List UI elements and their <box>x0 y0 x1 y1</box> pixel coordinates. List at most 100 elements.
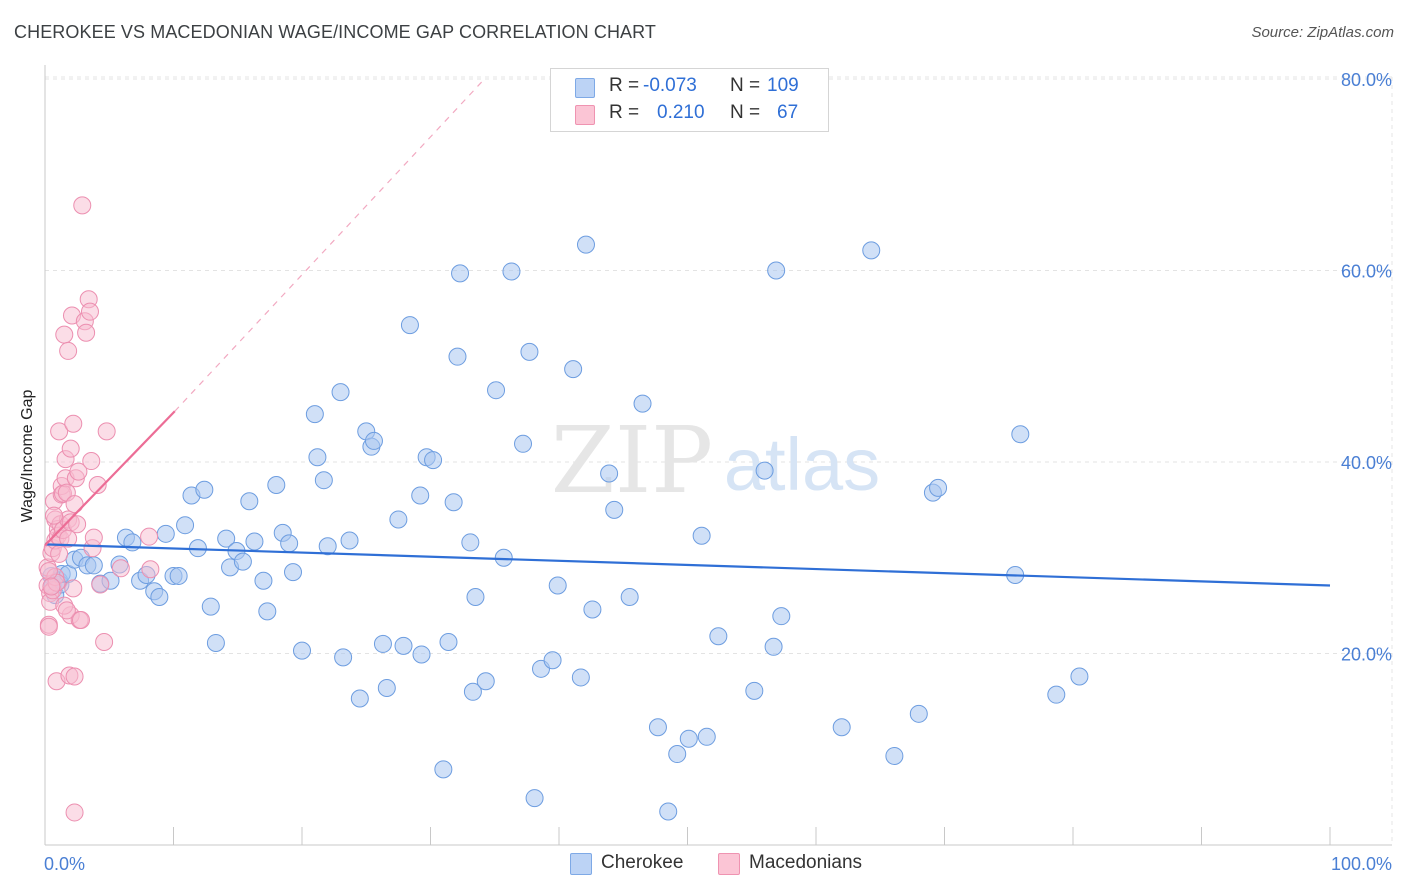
cherokee-point <box>217 529 236 548</box>
cherokee-point <box>308 448 327 467</box>
cherokee-point <box>543 651 562 670</box>
macedonian-point <box>65 667 84 686</box>
cherokee-point <box>692 526 711 545</box>
cherokee-point <box>466 588 485 607</box>
cherokee-point <box>476 672 495 691</box>
cherokee-point <box>377 678 396 697</box>
cherokee-point <box>245 532 264 551</box>
macedonian-point <box>69 462 88 481</box>
x-tick-label-max: 100.0% <box>1331 854 1392 874</box>
bottom-legend-swatch-macedonians <box>718 853 740 875</box>
macedonian-point <box>65 495 84 514</box>
cherokee-point <box>314 471 333 490</box>
source-credit: Source: ZipAtlas.com <box>1251 24 1394 41</box>
cherokee-point <box>424 451 443 470</box>
macedonian-point <box>140 527 159 546</box>
cherokee-point <box>169 566 188 585</box>
legend-r-value-cherokee: -0.073 <box>643 75 697 96</box>
cherokee-point <box>284 563 303 582</box>
cherokee-point <box>862 241 881 260</box>
macedonian-point <box>39 562 58 581</box>
macedonian-point <box>141 560 160 579</box>
cherokee-point <box>233 552 252 571</box>
cherokee-point <box>195 480 214 499</box>
legend-r-value-macedonians: 0.210 <box>657 102 705 123</box>
cherokee-point <box>463 682 482 701</box>
macedonian-point <box>82 452 101 471</box>
cherokee-point <box>605 500 624 519</box>
correlation-legend: R = -0.073 N = 109 R = 0.210 N = 67 <box>550 68 829 132</box>
cherokee-point <box>451 264 470 283</box>
cherokee-trend-line <box>44 543 1331 587</box>
cherokee-point <box>1011 425 1030 444</box>
macedonian-point <box>64 579 83 598</box>
cherokee-points <box>42 235 1089 821</box>
cherokee-point <box>772 607 791 626</box>
cherokee-point <box>389 510 408 529</box>
cherokee-point <box>156 524 175 543</box>
cherokee-point <box>258 602 277 621</box>
cherokee-point <box>576 235 595 254</box>
legend-n-value-cherokee: 109 <box>767 75 799 96</box>
watermark-zip: ZIP <box>551 407 713 514</box>
axes <box>44 65 1392 846</box>
y-tick-label: 80.0% <box>1341 70 1392 90</box>
macedonian-point <box>55 325 74 344</box>
cherokee-point <box>280 534 299 553</box>
cherokee-point <box>620 588 639 607</box>
legend-swatch-cherokee <box>575 78 595 98</box>
macedonian-point <box>91 575 110 594</box>
cherokee-point <box>84 556 103 575</box>
legend-swatch-macedonians <box>575 105 595 125</box>
cherokee-point <box>439 633 458 652</box>
macedonian-point <box>73 196 92 215</box>
cherokee-point <box>373 634 392 653</box>
macedonian-point <box>42 577 61 596</box>
cherokee-point <box>832 718 851 737</box>
cherokee-point <box>318 537 337 556</box>
cherokee-point <box>648 718 667 737</box>
macedonian-point <box>57 601 76 620</box>
cherokee-point <box>444 493 463 512</box>
cherokee-point <box>697 727 716 746</box>
cherokee-point <box>1047 685 1066 704</box>
cherokee-point <box>548 576 567 595</box>
macedonian-point <box>77 323 96 342</box>
cherokee-point <box>520 342 539 361</box>
cherokee-point <box>1070 667 1089 686</box>
macedonian-point <box>65 803 84 822</box>
y-tick-label: 20.0% <box>1341 645 1392 665</box>
cherokee-point <box>400 316 419 335</box>
cherokee-point <box>633 394 652 413</box>
cherokee-point <box>176 516 195 535</box>
macedonian-points <box>38 196 160 822</box>
cherokee-point <box>909 704 928 723</box>
macedonian-point <box>59 341 78 360</box>
tick-labels: 20.0% 40.0% 60.0% 80.0% 0.0% 100.0% <box>44 70 1392 874</box>
y-tick-label: 40.0% <box>1341 453 1392 473</box>
cherokee-point <box>331 383 350 402</box>
cherokee-point <box>350 689 369 708</box>
cherokee-point <box>755 461 774 480</box>
cherokee-point <box>340 531 359 550</box>
macedonian-point <box>50 422 69 441</box>
cherokee-point <box>600 464 619 483</box>
cherokee-point <box>885 746 904 765</box>
cherokee-point <box>206 633 225 652</box>
cherokee-point <box>411 486 430 505</box>
legend-n-label: N = <box>730 75 761 96</box>
legend-r-label: R = <box>609 102 640 123</box>
macedonian-point <box>61 439 80 458</box>
cherokee-point <box>412 645 431 664</box>
cherokee-point <box>764 637 783 656</box>
watermark-atlas: atlas <box>724 423 880 506</box>
cherokee-point <box>525 789 544 808</box>
cherokee-point <box>487 381 506 400</box>
cherokee-point <box>267 475 286 494</box>
macedonian-trend-line <box>44 410 176 547</box>
cherokee-point <box>668 745 687 764</box>
cherokee-point <box>514 434 533 453</box>
cherokee-point <box>240 492 259 511</box>
macedonian-point <box>80 302 99 321</box>
